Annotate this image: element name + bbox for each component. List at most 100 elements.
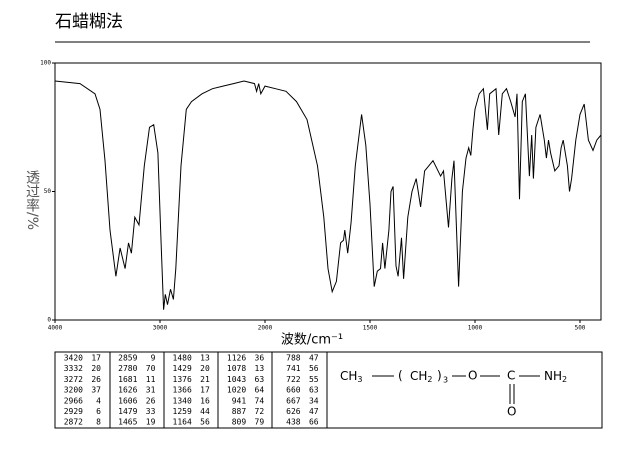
peak-transmittance: 74 (255, 396, 265, 405)
peak-wavenumber: 1078 (227, 364, 246, 373)
peak-wavenumber: 1020 (227, 386, 246, 395)
x-axis-label: 波数/cm⁻¹ (281, 333, 343, 348)
peak-transmittance: 26 (91, 375, 101, 384)
x-tick-label: 1500 (363, 325, 378, 332)
peak-wavenumber: 438 (286, 418, 301, 427)
peak-transmittance: 37 (91, 386, 101, 395)
peak-wavenumber: 1126 (227, 354, 246, 363)
peak-wavenumber: 2929 (64, 407, 83, 416)
peak-transmittance: 56 (200, 418, 210, 427)
peak-transmittance: 6 (96, 407, 101, 416)
peak-transmittance: 66 (309, 418, 319, 427)
x-tick-label: 1000 (468, 325, 483, 332)
peak-transmittance: 63 (309, 386, 319, 395)
subscript: 2 (562, 375, 567, 384)
peak-transmittance: 17 (91, 354, 101, 363)
subscript: 3 (357, 375, 362, 384)
peak-transmittance: 9 (151, 354, 156, 363)
peak-wavenumber: 2872 (64, 418, 83, 427)
peak-transmittance: 47 (309, 354, 319, 363)
peak-transmittance: 13 (200, 354, 210, 363)
peak-wavenumber: 1681 (118, 375, 137, 384)
peak-wavenumber: 660 (286, 386, 301, 395)
atom: NH (544, 369, 562, 383)
peak-wavenumber: 1429 (173, 364, 192, 373)
peak-wavenumber: 1626 (118, 386, 137, 395)
subscript: 2 (427, 375, 432, 384)
peak-wavenumber: 741 (286, 364, 301, 373)
peak-wavenumber: 3200 (64, 386, 83, 395)
peak-transmittance: 17 (200, 386, 210, 395)
peak-wavenumber: 788 (286, 354, 301, 363)
peak-wavenumber: 1043 (227, 375, 246, 384)
peak-wavenumber: 667 (286, 396, 301, 405)
peak-wavenumber: 626 (286, 407, 301, 416)
peak-wavenumber: 1465 (118, 418, 137, 427)
atom: CH (410, 369, 427, 383)
peak-wavenumber: 1340 (173, 396, 192, 405)
peak-transmittance: 33 (146, 407, 156, 416)
peak-transmittance: 64 (255, 386, 265, 395)
peak-wavenumber: 3420 (64, 354, 83, 363)
peak-wavenumber: 3272 (64, 375, 83, 384)
peak-transmittance: 70 (146, 364, 156, 373)
peak-transmittance: 20 (91, 364, 101, 373)
x-tick-label: 2000 (258, 325, 273, 332)
peak-transmittance: 20 (200, 364, 210, 373)
peak-transmittance: 21 (200, 375, 210, 384)
peak-wavenumber: 1479 (118, 407, 137, 416)
peak-wavenumber: 2780 (118, 364, 137, 373)
peak-transmittance: 19 (146, 418, 156, 427)
peak-wavenumber: 887 (232, 407, 247, 416)
peak-transmittance: 31 (146, 386, 156, 395)
peak-transmittance: 16 (200, 396, 210, 405)
peak-wavenumber: 809 (232, 418, 247, 427)
peak-wavenumber: 1376 (173, 375, 192, 384)
y-tick-label: 0 (47, 317, 51, 324)
table-frame (54, 351, 603, 429)
peak-wavenumber: 1606 (118, 396, 137, 405)
peak-wavenumber: 1259 (173, 407, 192, 416)
peak-transmittance: 34 (309, 396, 319, 405)
group-nh2: NH2 (544, 369, 567, 384)
peak-transmittance: 79 (255, 418, 265, 427)
atom-c: C (507, 369, 515, 383)
peak-wavenumber: 722 (286, 375, 301, 384)
y-tick-label: 100 (40, 60, 51, 67)
peak-transmittance: 36 (255, 354, 265, 363)
peak-wavenumber: 3332 (64, 364, 83, 373)
peak-wavenumber: 1480 (173, 354, 192, 363)
atom-o: O (468, 369, 477, 383)
peak-transmittance: 26 (146, 396, 156, 405)
spectrum-line (54, 80, 602, 310)
peak-wavenumber: 941 (232, 396, 247, 405)
y-tick-label: 50 (44, 188, 52, 195)
peak-transmittance: 56 (309, 364, 319, 373)
peak-wavenumber: 2859 (118, 354, 137, 363)
group-ch3: CH3 (340, 369, 363, 384)
x-tick-label: 500 (575, 325, 586, 332)
paren-close: ) (437, 369, 442, 383)
peak-wavenumber: 1164 (173, 418, 192, 427)
bonds (372, 375, 540, 404)
peak-wavenumber: 2966 (64, 396, 83, 405)
y-axis-label: 透过率/% (24, 170, 40, 230)
x-tick-label: 4000 (48, 325, 63, 332)
chart-title: 石蜡糊法 (55, 12, 123, 32)
peak-transmittance: 63 (255, 375, 265, 384)
table-lines (109, 352, 328, 428)
atom: CH (340, 369, 357, 383)
peak-wavenumber: 1366 (173, 386, 192, 395)
x-tick-label: 3000 (153, 325, 168, 332)
peak-transmittance: 13 (255, 364, 265, 373)
group-ch2: CH2 (410, 369, 433, 384)
peak-transmittance: 4 (96, 396, 101, 405)
peak-transmittance: 72 (255, 407, 265, 416)
peak-transmittance: 55 (309, 375, 319, 384)
peak-transmittance: 11 (146, 375, 156, 384)
atom-o: O (507, 405, 516, 419)
paren-open: ( (398, 369, 403, 383)
repeat-count: 3 (443, 376, 448, 385)
peak-transmittance: 8 (96, 418, 101, 427)
